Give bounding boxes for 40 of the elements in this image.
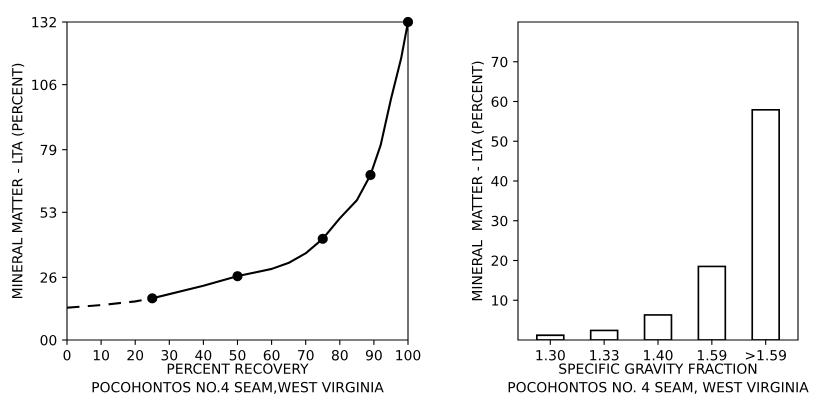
point bbox=[232, 271, 243, 282]
point bbox=[402, 16, 414, 28]
y-tick-label: 70 bbox=[492, 56, 508, 68]
x-tick-label: 50 bbox=[230, 350, 246, 360]
x-tick-label: 40 bbox=[195, 350, 212, 360]
x-tick-label: 60 bbox=[264, 350, 280, 360]
x-tick-label: 100 bbox=[396, 350, 420, 360]
y-tick-label: 20 bbox=[492, 255, 508, 266]
x-tick-label: 1.30 bbox=[536, 350, 565, 360]
point bbox=[365, 170, 376, 180]
text: POCOHONTOS NO. 4 SEAM, WEST VIRGINIA bbox=[508, 382, 809, 394]
y-tick-label: 26 bbox=[40, 272, 56, 283]
y-tick-label: 60 bbox=[492, 96, 508, 107]
text: POCOHONTOS NO.4 SEAM,WEST VIRGINIA bbox=[92, 382, 384, 394]
x-tick-label: 10 bbox=[94, 350, 110, 360]
x-tick-label: 30 bbox=[162, 350, 178, 360]
x-axis-title: SPECIFIC GRAVITY FRACTION bbox=[559, 363, 756, 374]
x-tick-label: 90 bbox=[366, 350, 382, 360]
x-tick-label: 80 bbox=[332, 350, 348, 360]
y-tick-label: 30 bbox=[492, 216, 508, 226]
point bbox=[318, 234, 328, 244]
y-tick-label: 00 bbox=[40, 334, 56, 346]
y-tick-label: 53 bbox=[40, 207, 56, 218]
point bbox=[147, 293, 158, 304]
x-tick-label: 1.33 bbox=[590, 350, 619, 360]
y-axis-title: MINERAL MATTER - LTA (PERCENT) bbox=[472, 62, 484, 300]
y-tick-label: 106 bbox=[32, 80, 56, 90]
y-tick-label: 40 bbox=[491, 176, 508, 186]
y-tick-label: 79 bbox=[40, 144, 56, 156]
x-tick-label: 1.59 bbox=[698, 350, 726, 360]
x-axis-title: PERCENT RECOVERY bbox=[168, 363, 309, 374]
x-tick-label: 20 bbox=[127, 350, 144, 360]
x-tick-label: >1.59 bbox=[746, 350, 786, 360]
y-tick-label: 132 bbox=[32, 16, 56, 28]
y-tick-label: 10 bbox=[492, 295, 508, 306]
y-tick-label: 50 bbox=[492, 136, 508, 147]
x-tick-label: 0 bbox=[63, 350, 70, 360]
y-axis-title: MINERAL MATTER - LTA (PERCENT) bbox=[12, 64, 24, 298]
x-tick-label: 70 bbox=[298, 350, 314, 360]
x-tick-label: 1.40 bbox=[644, 350, 673, 360]
